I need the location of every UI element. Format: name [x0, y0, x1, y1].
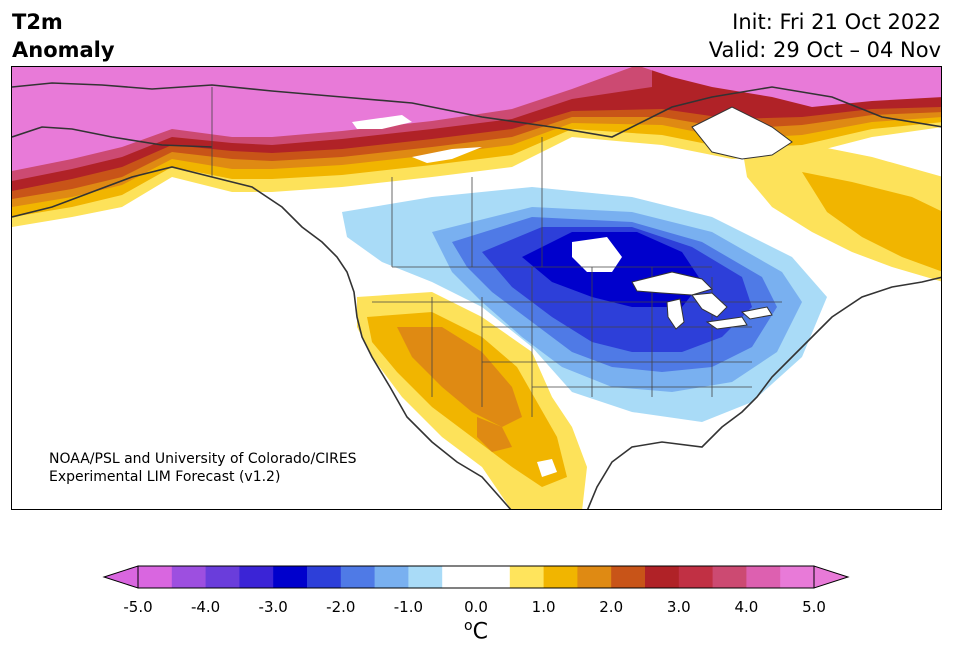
credit-line-2: Experimental LIM Forecast (v1.2) — [49, 469, 281, 485]
colorbar-segment — [611, 566, 646, 588]
colorbar-segment — [307, 566, 342, 588]
colorbar-segment — [509, 566, 545, 588]
great-lakes — [631, 271, 773, 330]
unit-letter: C — [472, 619, 488, 645]
colorbar-segment — [239, 566, 274, 588]
valid-range: Valid: 29 Oct – 04 Nov — [708, 38, 941, 62]
colorbar-tick-label: -2.0 — [326, 598, 356, 616]
colorbar-tick-label: -1.0 — [393, 598, 424, 616]
colorbar-segment — [408, 566, 443, 588]
colorbar-segment — [678, 566, 714, 588]
colorbar — [102, 565, 850, 589]
colorbar-tick-label: -3.0 — [258, 598, 288, 616]
west-us-warm-region — [357, 292, 587, 509]
colorbar-tick-label: -5.0 — [123, 598, 153, 616]
colorbar-segment — [374, 566, 409, 588]
colorbar-segment — [780, 566, 815, 588]
colorbar-segment — [171, 566, 207, 588]
colorbar-segment — [476, 566, 511, 588]
forecast-dates: Init: Fri 21 Oct 2022 Valid: 29 Oct – 04… — [709, 8, 941, 64]
colorbar-max-arrow — [813, 565, 850, 589]
colorbar-outline — [137, 565, 815, 589]
title-line-1: T2m — [12, 10, 63, 34]
great-bear-lake — [352, 115, 412, 129]
colorbar-tick-label: 0.0 — [464, 598, 488, 616]
colorbar-tick-label: 2.0 — [599, 598, 624, 616]
east-canada-warm-region — [742, 145, 941, 282]
colorbar-tick-label: 5.0 — [802, 598, 826, 616]
credit-line-1: NOAA/PSL and University of Colorado/CIRE… — [49, 451, 357, 467]
map-title: T2m Anomaly — [12, 8, 115, 64]
colorbar-segment — [712, 566, 747, 588]
init-date: Init: Fri 21 Oct 2022 — [732, 10, 941, 34]
title-line-2: Anomaly — [12, 38, 115, 62]
great-slave-lake — [412, 147, 482, 163]
colorbar-tick-label: 3.0 — [666, 598, 691, 616]
coastlines — [12, 82, 941, 509]
colorbar-segment — [746, 566, 781, 588]
unit-degree-symbol: o — [464, 618, 473, 634]
map-svg — [12, 67, 941, 509]
colorbar-tick-label: -4.0 — [190, 598, 221, 616]
forecast-credit: NOAA/PSL and University of Colorado/CIRE… — [49, 450, 357, 486]
colorbar-segment — [273, 566, 308, 588]
hudson-bay — [691, 106, 793, 160]
colorbar-segment — [442, 566, 477, 588]
colorbar-tick-label: 1.0 — [531, 598, 556, 616]
colorbar-segment — [138, 566, 173, 588]
anomaly-map: NOAA/PSL and University of Colorado/CIRE… — [11, 66, 942, 510]
colorbar-segment — [577, 566, 612, 588]
colorbar-segment — [340, 566, 376, 588]
colorbar-segment — [543, 566, 578, 588]
unit-label: oC — [464, 618, 488, 644]
colorbar-min-arrow — [102, 565, 139, 589]
colorbar-tick-label: 4.0 — [734, 598, 759, 616]
colorbar-segment — [645, 566, 680, 588]
colorbar-segment — [205, 566, 240, 588]
central-cold-region — [342, 187, 827, 422]
